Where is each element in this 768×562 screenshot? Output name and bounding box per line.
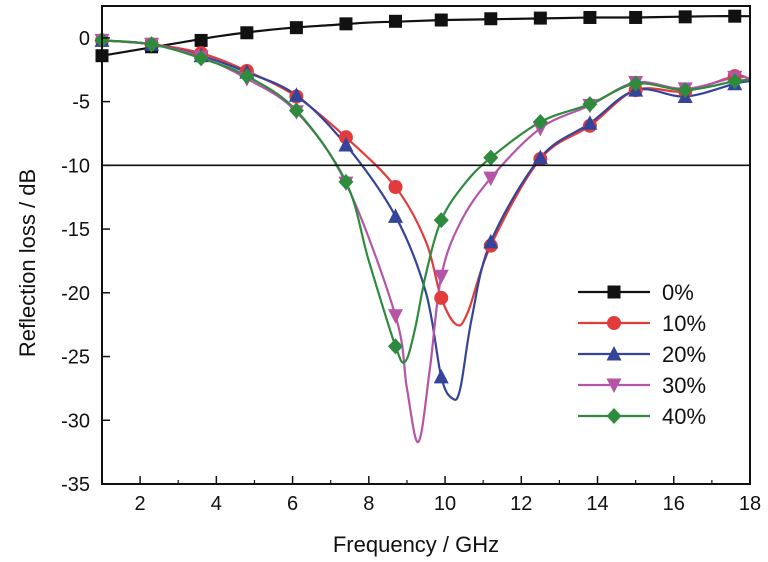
legend-marker — [606, 346, 622, 361]
y-tick-label: -15 — [61, 219, 90, 241]
legend-marker — [606, 408, 622, 424]
data-point-40pct — [582, 96, 598, 113]
data-point-10pct — [388, 180, 403, 195]
x-tick-label: 4 — [211, 493, 222, 515]
legend-label: 0% — [662, 280, 694, 305]
plot-frame — [101, 5, 751, 485]
data-point-30pct — [433, 269, 449, 285]
x-axis-title: Frequency / GHz — [333, 532, 499, 557]
y-tick-label: -30 — [61, 410, 90, 432]
data-point-0pct — [289, 21, 303, 35]
x-axis-ticks: 2 4 6 8 10 12 14 16 18 — [135, 476, 761, 515]
data-point-30pct — [388, 309, 404, 324]
data-point-40pct — [193, 50, 209, 67]
data-point-0pct — [194, 33, 208, 47]
series-markers — [94, 9, 743, 384]
data-point-0pct — [484, 12, 498, 26]
legend-marker — [607, 285, 621, 299]
data-point-20pct — [483, 233, 499, 249]
data-point-40pct — [628, 75, 644, 92]
data-point-40pct — [727, 73, 743, 90]
data-point-40pct — [532, 113, 548, 130]
series-curves — [101, 15, 751, 444]
data-point-40pct — [239, 68, 255, 85]
data-point-0pct — [583, 10, 597, 24]
data-point-40pct — [483, 149, 499, 166]
series-line-40pct — [101, 39, 751, 364]
data-point-30pct — [483, 171, 499, 187]
data-point-40pct — [288, 102, 304, 119]
data-point-40pct — [433, 212, 449, 229]
data-point-0pct — [339, 17, 353, 31]
y-axis-ticks: 0 -5 -10 -15 -20 -25 -30 -35 — [61, 28, 110, 496]
y-tick-label: 0 — [79, 28, 90, 50]
y-tick-label: -5 — [72, 92, 90, 114]
series-line-20pct — [101, 39, 751, 401]
data-point-0pct — [533, 11, 547, 25]
data-point-40pct — [338, 173, 354, 190]
legend-label: 10% — [662, 311, 706, 336]
data-point-20pct — [532, 149, 548, 165]
data-point-0pct — [434, 13, 448, 27]
legend-label: 20% — [662, 342, 706, 367]
x-tick-label: 14 — [586, 493, 608, 515]
legend-label: 30% — [662, 373, 706, 398]
x-tick-label: 12 — [510, 493, 532, 515]
data-point-10pct — [434, 290, 449, 305]
x-tick-label: 2 — [135, 493, 146, 515]
y-axis-title: Reflection loss / dB — [15, 169, 40, 357]
x-tick-label: 6 — [287, 493, 298, 515]
data-point-20pct — [433, 368, 449, 384]
x-tick-label: 18 — [739, 493, 761, 515]
data-point-0pct — [240, 26, 254, 40]
data-point-40pct — [144, 36, 160, 53]
data-point-0pct — [389, 14, 403, 28]
data-point-20pct — [338, 136, 354, 152]
legend-marker — [607, 316, 621, 330]
data-point-40pct — [677, 82, 693, 99]
data-point-0pct — [678, 10, 692, 24]
data-point-20pct — [582, 115, 598, 130]
y-tick-label: -35 — [61, 474, 90, 496]
x-tick-label: 8 — [363, 493, 374, 515]
data-point-0pct — [728, 9, 742, 23]
data-point-20pct — [388, 208, 404, 223]
legend-marker — [606, 378, 622, 393]
x-tick-label: 10 — [434, 493, 456, 515]
data-point-0pct — [629, 10, 643, 24]
data-point-20pct — [288, 87, 304, 102]
y-tick-label: -25 — [61, 347, 90, 369]
y-tick-label: -10 — [61, 155, 90, 177]
y-tick-label: -20 — [61, 283, 90, 305]
legend: 0% 10% 20% 30% 40% — [578, 280, 706, 429]
legend-label: 40% — [662, 404, 706, 429]
x-tick-label: 16 — [663, 493, 685, 515]
data-point-40pct — [388, 338, 404, 355]
